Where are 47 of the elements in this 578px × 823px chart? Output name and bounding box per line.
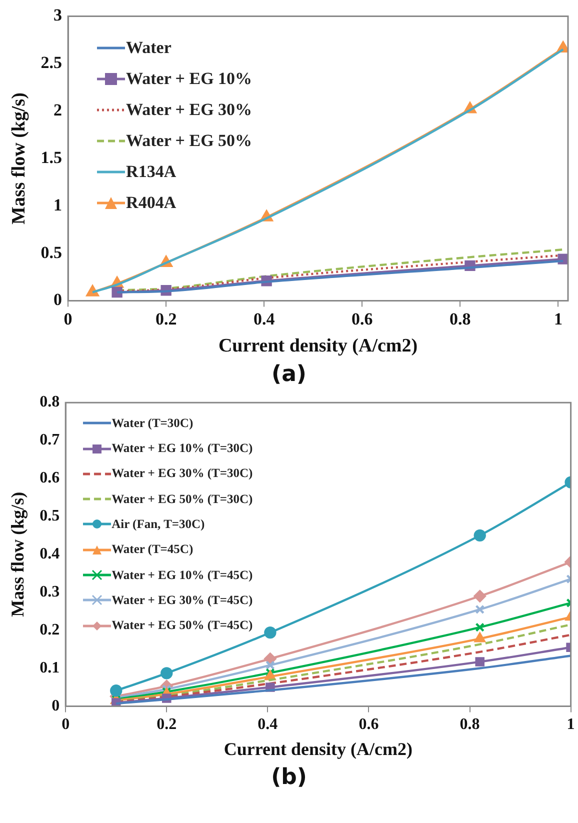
legend-label: R134A (126, 162, 176, 182)
y-tick-label: 2 (54, 100, 62, 120)
y-tick-label: 0.5 (40, 242, 62, 262)
y-tick-label: 3 (54, 6, 62, 25)
y-tick-label: 0.4 (40, 546, 60, 563)
x-tick-label: 0.6 (358, 716, 379, 733)
y-tick-label: 0.3 (40, 583, 60, 600)
legend-label: Air (Fan, T=30C) (112, 516, 205, 532)
y-tick-label: 0 (54, 290, 62, 310)
legend-label: Water + EG 30% (126, 100, 252, 120)
y-tick-label: 2.5 (40, 53, 62, 72)
x-tick-label: 1 (554, 309, 562, 328)
legend-label: R404A (126, 192, 176, 213)
x-tick-label: 0.8 (460, 716, 480, 733)
legend-label: Water + EG 30% (T=45C) (112, 592, 253, 608)
y-tick-label: 0.7 (40, 432, 60, 449)
x-tick-label: 1 (566, 716, 575, 733)
legend-label: Water + EG 50% (126, 130, 252, 151)
y-tick-label: 0.5 (40, 508, 60, 525)
x-tick-label: 0.4 (258, 716, 278, 733)
legend-label: Water + EG 30% (T=30C) (112, 466, 253, 482)
legend-label: Water + EG 50% (T=30C) (112, 492, 253, 507)
x-tick-label: 0.6 (352, 309, 373, 328)
legend-label: Water (T=45C) (112, 542, 194, 558)
legend-label: Water + EG 10% (T=45C) (112, 568, 253, 583)
y-tick-label: 0.1 (40, 659, 60, 676)
text: (a) (270, 362, 308, 387)
x-axis-title: Current density (A/cm2) (224, 738, 413, 759)
x-tick-label: 0.2 (155, 309, 177, 328)
y-tick-label: 1 (54, 195, 62, 214)
y-axis-title: Mass flow (kg/s) (7, 492, 28, 617)
y-tick-label: 0.6 (40, 470, 60, 487)
x-axis-title: Current density (A/cm2) (218, 336, 418, 357)
y-tick-label: 0.2 (40, 621, 60, 638)
x-tick-label: 0.8 (450, 309, 471, 328)
legend-label: Water + EG 10% (126, 68, 252, 89)
y-tick-label: 1.5 (40, 148, 62, 167)
y-tick-label: 0 (52, 697, 60, 714)
legend-label: Water + EG 50% (T=45C) (112, 618, 253, 634)
legend-label: Water + EG 10% (T=30C) (112, 441, 253, 456)
y-axis-title: Mass flow (kg/s) (8, 92, 30, 224)
y-tick-label: 0.8 (40, 394, 60, 411)
x-tick-label: 0.4 (253, 309, 276, 328)
legend-label: Water (126, 38, 172, 58)
x-tick-label: 0.2 (156, 716, 177, 733)
legend-label: Water (T=30C) (112, 416, 194, 431)
text: (b) (270, 765, 308, 790)
